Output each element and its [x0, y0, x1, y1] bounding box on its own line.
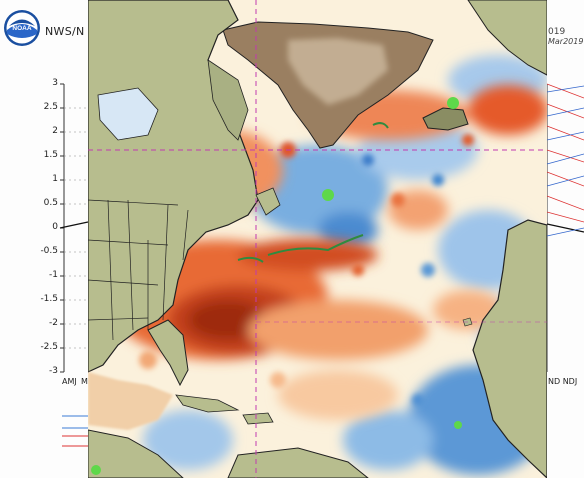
hispaniola-island — [242, 412, 274, 425]
noaa-logo-icon: NOAA — [4, 10, 40, 46]
y-tick-label: 3 — [52, 78, 58, 88]
europe-land — [467, 0, 547, 76]
y-tick-label: 2 — [52, 126, 58, 136]
y-tick-label: -1.5 — [40, 294, 58, 304]
y-tick-label: -0.5 — [40, 246, 58, 256]
south-america-land — [227, 447, 369, 478]
right-series-lines — [546, 83, 584, 237]
y-tick-label: -2 — [49, 318, 58, 328]
y-tick-label: -2.5 — [40, 342, 58, 352]
x-tick-label: M — [81, 377, 88, 386]
newfoundland-land — [255, 187, 281, 216]
y-tick-label: -1 — [49, 270, 58, 280]
state-borders — [88, 199, 189, 341]
y-tick-label: 0 — [52, 222, 58, 232]
marker-dot-caribbean — [91, 465, 101, 475]
date-label: 019 — [548, 27, 566, 37]
cuba-island — [175, 394, 240, 413]
legend-lines — [62, 415, 88, 447]
labrador-land — [207, 59, 249, 141]
y-tick-label: 1.5 — [43, 150, 58, 160]
florida-land — [147, 319, 189, 387]
iceland-land — [422, 107, 469, 131]
central-america-land — [88, 429, 184, 478]
grid-lines — [64, 107, 88, 349]
logo-text: NOAA — [12, 25, 31, 32]
marker-dot-atlantic — [322, 189, 334, 201]
highlight-contours — [237, 122, 389, 263]
y-tick-label: 1 — [52, 174, 58, 184]
chart-black-series — [59, 221, 89, 229]
y-axis-ticks — [60, 83, 64, 373]
hudson-bay-water — [97, 87, 159, 141]
y-tick-label: -3 — [49, 366, 58, 376]
y-tick-label: 0.5 — [43, 198, 58, 208]
agency-header: NWS/N — [45, 25, 85, 38]
iberia-africa-land — [472, 219, 547, 478]
y-tick-label: 2.5 — [43, 102, 58, 112]
greenland-icecap — [288, 38, 388, 105]
sst-anomaly-map — [88, 0, 547, 478]
marker-dot-iceland — [447, 97, 459, 109]
gulf-of-mexico — [88, 372, 173, 430]
x-tick-label: ND NDJ — [548, 377, 578, 386]
date-sublabel: Mar2019 — [548, 37, 584, 46]
x-tick-label: AMJ — [62, 377, 77, 386]
marker-dot-africa — [454, 421, 462, 429]
